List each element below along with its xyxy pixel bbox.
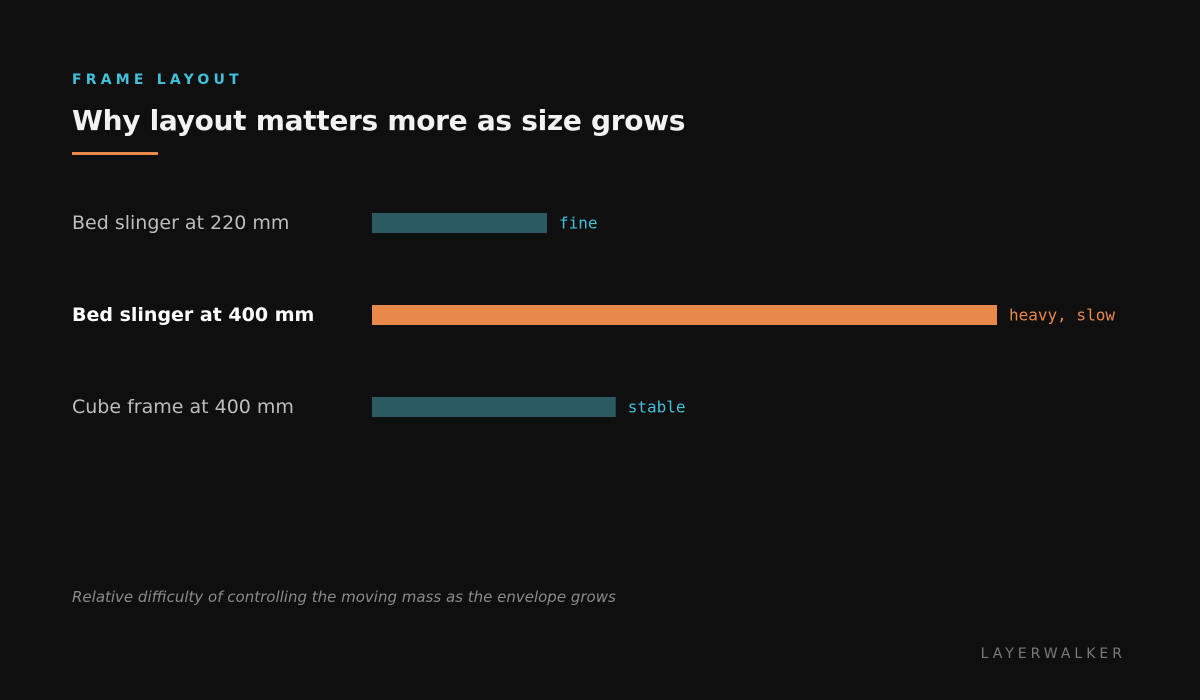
- bar-value-label: fine: [559, 214, 598, 233]
- category-label: Bed slinger at 220 mm: [72, 212, 289, 234]
- bar: [372, 305, 997, 325]
- category-label: Bed slinger at 400 mm: [72, 304, 314, 326]
- bar: [372, 397, 616, 417]
- bar-value-label: heavy, slow: [1009, 306, 1115, 325]
- title-accent-rule: [72, 152, 158, 155]
- bar: [372, 213, 547, 233]
- eyebrow-label: FRAME LAYOUT: [72, 72, 243, 88]
- bar-value-label: stable: [628, 398, 686, 417]
- chart-caption: Relative difficulty of controlling the m…: [72, 588, 616, 606]
- category-label: Cube frame at 400 mm: [72, 396, 294, 418]
- page-title: Why layout matters more as size grows: [72, 104, 686, 137]
- brand-wordmark: LAYERWALKER: [980, 646, 1126, 662]
